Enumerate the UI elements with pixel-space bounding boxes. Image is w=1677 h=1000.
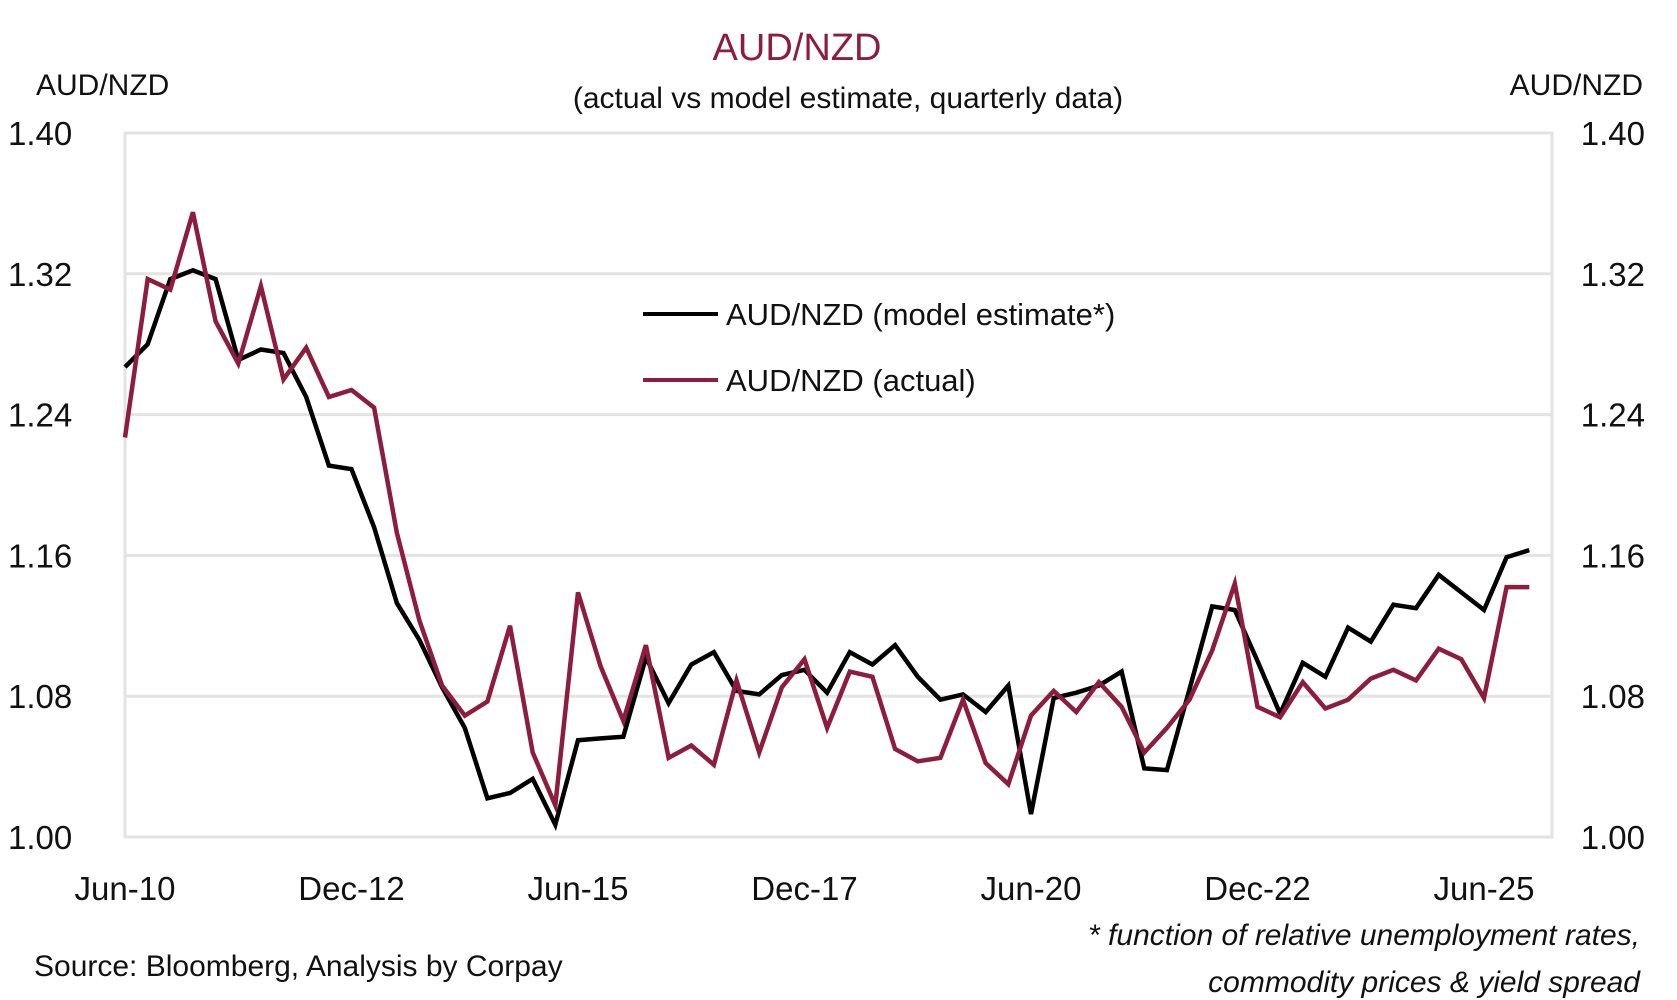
chart-title: AUD/NZD bbox=[713, 27, 882, 69]
y-tick-label-right: 1.32 bbox=[1581, 256, 1645, 293]
y-tick-label-left: 1.24 bbox=[8, 397, 72, 434]
x-tick-label: Dec-12 bbox=[298, 870, 404, 907]
x-tick-label: Jun-15 bbox=[528, 870, 629, 907]
x-tick-label: Dec-22 bbox=[1204, 870, 1310, 907]
y-axis-title-left: AUD/NZD bbox=[36, 69, 169, 102]
x-tick-label: Jun-10 bbox=[75, 870, 176, 907]
y-tick-label-left: 1.00 bbox=[8, 819, 72, 856]
legend-label-model: AUD/NZD (model estimate*) bbox=[726, 297, 1115, 332]
y-tick-label-right: 1.08 bbox=[1581, 678, 1645, 715]
x-axis: Jun-10 Dec-12 Jun-15 Dec-17 Jun-20 Dec-22 Jun-… bbox=[75, 870, 1535, 907]
x-tick-label: Jun-25 bbox=[1434, 870, 1535, 907]
y-tick-label-left: 1.40 bbox=[8, 115, 72, 152]
y-tick-label-right: 1.40 bbox=[1581, 115, 1645, 152]
source-note: Source: Bloomberg, Analysis by Corpay bbox=[34, 950, 563, 983]
series-line-model-estimate bbox=[123, 267, 1530, 832]
y-tick-label-right: 1.00 bbox=[1581, 819, 1645, 856]
plot-frame bbox=[123, 131, 1554, 839]
y-tick-label-left: 1.16 bbox=[8, 537, 72, 574]
series-group bbox=[122, 211, 1530, 832]
legend-label-actual: AUD/NZD (actual) bbox=[726, 363, 976, 398]
x-tick-label: Jun-20 bbox=[981, 870, 1082, 907]
gridlines bbox=[125, 131, 1552, 839]
y-tick-label-right: 1.24 bbox=[1581, 397, 1645, 434]
x-tick-label: Dec-17 bbox=[751, 870, 857, 907]
y-axis-title-right: AUD/NZD bbox=[1510, 69, 1643, 102]
footnote-line-1: * function of relative unemployment rate… bbox=[1088, 919, 1640, 952]
y-tick-label-left: 1.08 bbox=[8, 678, 72, 715]
footnote-line-2: commodity prices & yield spread bbox=[1208, 966, 1641, 999]
chart-subtitle: (actual vs model estimate, quarterly dat… bbox=[573, 82, 1123, 115]
legend: AUD/NZD (model estimate*) AUD/NZD (actua… bbox=[643, 297, 1115, 398]
y-axis-right: 1.00 1.08 1.16 1.24 1.32 1.40 bbox=[1581, 115, 1645, 856]
y-tick-label-right: 1.16 bbox=[1581, 537, 1645, 574]
y-tick-label-left: 1.32 bbox=[8, 256, 72, 293]
y-axis-left: 1.00 1.08 1.16 1.24 1.32 1.40 bbox=[8, 115, 72, 856]
